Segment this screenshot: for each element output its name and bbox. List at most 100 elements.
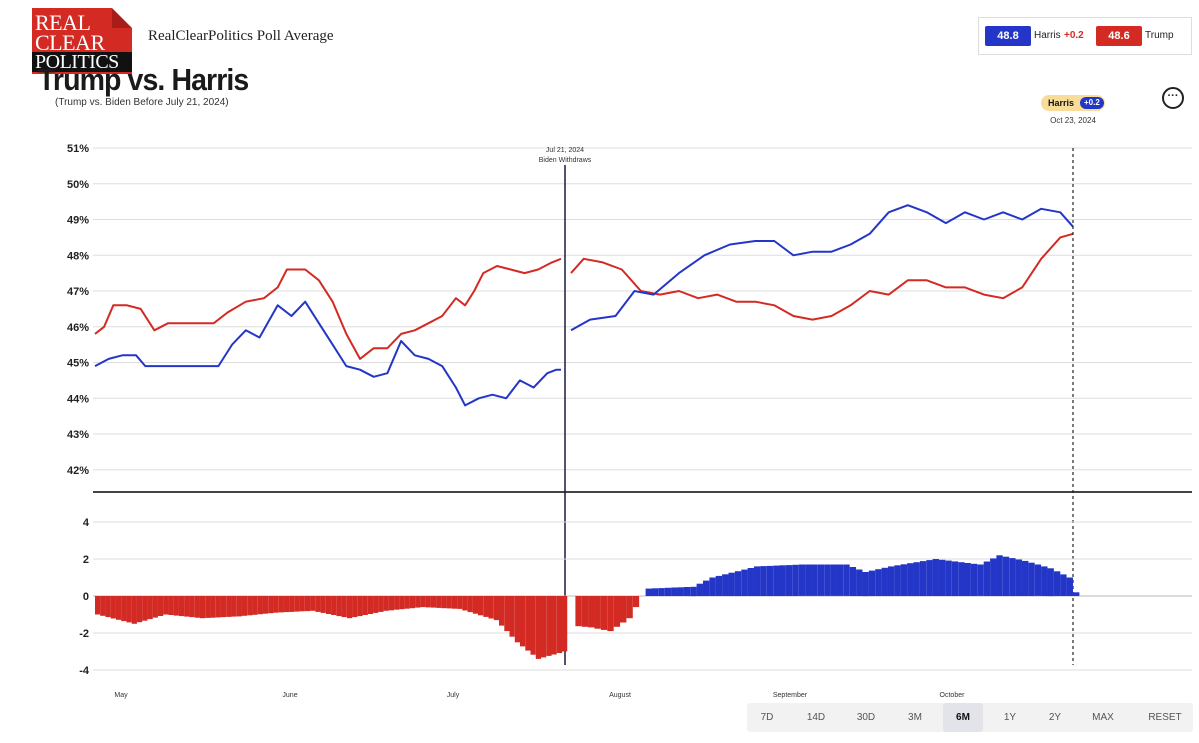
spread-bar xyxy=(1047,568,1054,597)
spread-bar xyxy=(645,588,652,596)
poll-chart[interactable]: 51% 50% 49% 48% 47% 46% 45% 44% 43% 42% Jul 21, 20… xyxy=(0,0,1199,700)
spread-bar xyxy=(179,596,185,617)
spread-bar xyxy=(811,564,818,596)
logo-line-3: POLITICS xyxy=(32,52,132,72)
range-button-max[interactable]: MAX xyxy=(1092,712,1114,723)
y-tick-label: 42% xyxy=(67,465,89,477)
spread-bar xyxy=(562,596,568,652)
spread-bar xyxy=(105,596,111,618)
event-date-label: Jul 21, 2024 xyxy=(546,147,584,154)
range-button-7d[interactable]: 7D xyxy=(760,712,774,723)
spread-bar xyxy=(273,596,279,613)
series-line-trump xyxy=(94,257,562,360)
spread-bar xyxy=(919,561,927,596)
harris-value-box: 48.8 xyxy=(985,26,1031,46)
trump-name: Trump xyxy=(1145,30,1174,41)
spread-bar xyxy=(792,564,799,596)
spread-bar xyxy=(1028,562,1035,596)
spread-bar xyxy=(436,596,442,608)
spread-bar xyxy=(152,596,158,618)
spread-bar xyxy=(430,596,437,608)
spread-bar xyxy=(530,596,536,655)
lead-badge-value: +0.2 xyxy=(1080,97,1104,109)
spread-bar xyxy=(868,570,876,596)
y-tick-label: 49% xyxy=(67,215,89,227)
x-tick-label: August xyxy=(609,692,631,699)
spread-bar xyxy=(690,586,697,597)
spread-bar xyxy=(194,596,200,618)
page-subtitle: (Trump vs. Biden Before July 21, 2024) xyxy=(55,97,229,108)
spread-bar xyxy=(320,596,326,613)
spread-bar xyxy=(1060,574,1067,596)
spread-bar xyxy=(900,564,908,596)
spread-bar xyxy=(824,564,831,596)
range-button-30d[interactable]: 30D xyxy=(856,712,876,723)
y-tick-label: 47% xyxy=(67,286,89,298)
harris-diff: +0.2 xyxy=(1064,30,1084,41)
spread-bar xyxy=(575,596,582,627)
page-title: Trump vs. Harris xyxy=(38,62,249,97)
spread-bar xyxy=(215,596,221,618)
spread-bar xyxy=(836,564,844,596)
spread-bar xyxy=(970,563,978,596)
spread-bar xyxy=(310,596,316,611)
range-button-14d[interactable]: 14D xyxy=(806,712,826,723)
spread-bar xyxy=(126,596,132,623)
spread-bar xyxy=(541,596,547,658)
range-button-2y[interactable]: 2Y xyxy=(1048,712,1062,723)
brand-title: RealClearPolitics Poll Average xyxy=(148,28,334,44)
spread-bar xyxy=(357,596,363,617)
spread-bar xyxy=(457,596,463,609)
range-button-6m[interactable]: 6M xyxy=(943,703,983,732)
spread-bar xyxy=(462,596,468,611)
range-button-reset[interactable]: RESET xyxy=(1148,712,1182,723)
spread-bar xyxy=(945,560,952,596)
spread-bar xyxy=(514,596,521,643)
spread-bar xyxy=(509,596,515,637)
spread-bar xyxy=(289,596,295,612)
spread-bar xyxy=(383,596,389,611)
logo-line-2: CLEAR xyxy=(35,30,105,55)
lead-badge: Harris +0.2 xyxy=(1041,95,1105,111)
spread-bar xyxy=(199,596,206,619)
spread-bar xyxy=(420,596,426,608)
spread-bar xyxy=(958,562,965,596)
spread-bar xyxy=(785,565,793,596)
spread-bar xyxy=(116,596,122,620)
spread-bar xyxy=(451,596,458,609)
spread-bar xyxy=(990,558,997,596)
y-tick-label: 46% xyxy=(67,322,89,334)
series-line-trump xyxy=(570,232,1074,321)
spread-bar xyxy=(996,555,1003,596)
more-options-button[interactable]: ··· xyxy=(1162,87,1184,109)
spread-bar xyxy=(875,569,882,596)
spread-bar xyxy=(881,567,888,596)
spread-bar xyxy=(158,596,164,616)
spread-bar xyxy=(632,596,640,608)
spread-bar xyxy=(843,564,850,596)
spread-bar xyxy=(373,596,379,613)
range-button-1y[interactable]: 1Y xyxy=(1003,712,1017,723)
spread-bar xyxy=(446,596,452,609)
series-line-harris xyxy=(570,204,1074,332)
spread-bar xyxy=(236,596,242,617)
spread-bar xyxy=(581,596,589,627)
spread-bar xyxy=(664,587,672,596)
spread-bar xyxy=(546,596,552,656)
spread-bar xyxy=(399,596,405,610)
spread-bar xyxy=(728,572,735,596)
spread-bar xyxy=(626,596,633,619)
spread-bar xyxy=(734,571,742,596)
trump-value-box: 48.6 xyxy=(1096,26,1142,46)
spread-bar xyxy=(247,596,253,616)
range-button-3m[interactable]: 3M xyxy=(908,712,922,723)
spread-bar xyxy=(294,596,300,612)
spread-bar xyxy=(983,561,991,596)
spread-bar xyxy=(493,596,500,621)
rcp-logo[interactable]: REAL CLEAR POLITICS xyxy=(32,8,132,74)
y-tick-label: 50% xyxy=(67,179,89,191)
spread-bar xyxy=(352,596,358,618)
spread-bar xyxy=(404,596,410,609)
y-tick-label: 45% xyxy=(67,358,89,370)
y-tick-label: 48% xyxy=(67,250,89,262)
